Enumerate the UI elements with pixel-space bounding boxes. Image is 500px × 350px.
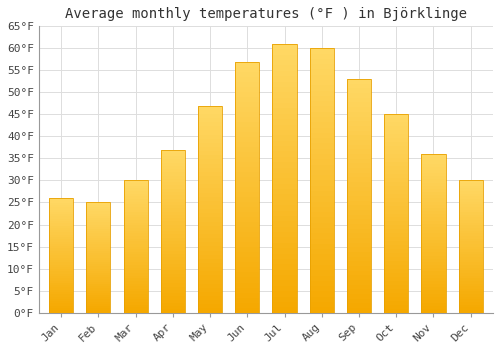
Bar [272,44,296,313]
Bar [310,48,334,313]
Bar [49,198,73,313]
Bar [235,62,260,313]
Bar [160,150,185,313]
Bar [384,114,408,313]
Bar [124,181,148,313]
Bar [422,154,446,313]
Title: Average monthly temperatures (°F ) in Björklinge: Average monthly temperatures (°F ) in Bj… [65,7,467,21]
Bar [347,79,371,313]
Bar [458,181,483,313]
Bar [86,203,110,313]
Bar [198,106,222,313]
